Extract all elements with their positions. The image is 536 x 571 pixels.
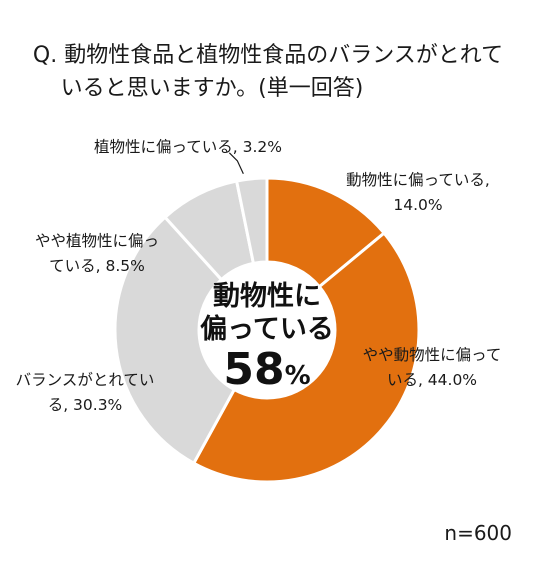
slices-group (113, 176, 421, 484)
center-label-line-2: 偏っている (200, 314, 334, 345)
slice-labels: 動物性に偏っている, 14.0% やや動物性に偏っている, 44.0% バランスがとれ… (16, 138, 502, 414)
sample-size-label: n=600 (444, 521, 512, 545)
slice-2 (113, 215, 237, 466)
center-percent: 58% (223, 344, 310, 395)
slice-label-2-line-0: バランスがとれてい (16, 371, 155, 389)
slice-label-4-line-0: 植物性に偏っている, 3.2% (94, 138, 282, 156)
slice-0 (265, 176, 387, 289)
slice-label-1: やや動物性に偏っている, 44.0% (363, 346, 502, 389)
slice-label-0-line-1: 14.0% (393, 196, 442, 214)
slice-label-2-line-1: る, 30.3% (48, 396, 123, 414)
center-label-line-1: 動物性に (213, 281, 321, 312)
slice-label-0-line-0: 動物性に偏っている, (346, 171, 490, 189)
slice-label-2: バランスがとれている, 30.3% (16, 371, 155, 414)
chart-title-line-1: Q. 動物性食品と植物性食品のバランスがとれて (33, 43, 503, 68)
slice-label-1-line-0: やや動物性に偏って (363, 346, 502, 364)
slice-label-3-line-0: やや植物性に偏っ (35, 232, 159, 250)
chart-title-line-2: いると思いますか。(単一回答) (61, 76, 364, 101)
slice-label-1-line-1: いる, 44.0% (387, 371, 477, 389)
slice-label-3-line-1: ている, 8.5% (49, 257, 145, 275)
slice-label-4: 植物性に偏っている, 3.2% (94, 138, 282, 156)
slice-4 (234, 176, 269, 266)
leader-line-4 (228, 152, 244, 175)
center-percent-unit: % (285, 361, 311, 391)
slice-label-3: やや植物性に偏っている, 8.5% (35, 232, 159, 275)
slice-1 (191, 230, 421, 484)
slice-label-0: 動物性に偏っている, 14.0% (346, 171, 490, 214)
center-percent-value: 58 (223, 344, 284, 395)
leader-lines (228, 152, 244, 175)
